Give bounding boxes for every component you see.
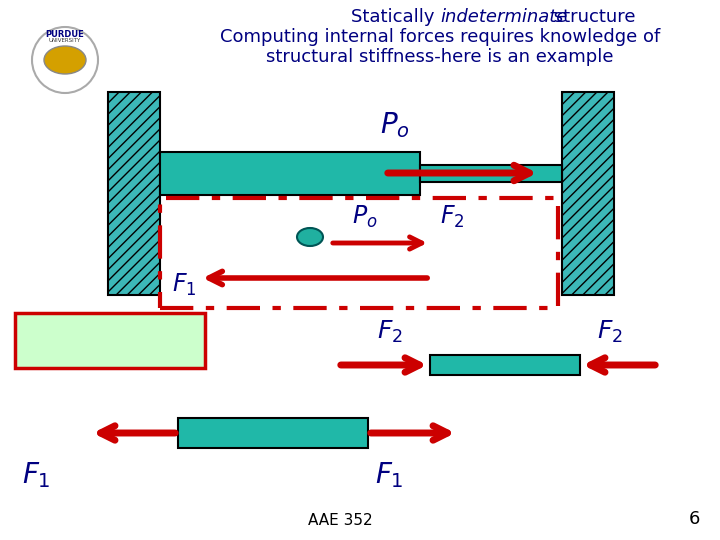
Bar — [160, 152, 420, 195]
Text: $F_1 + F_2 = P_o$: $F_1 + F_2 = P_o$ — [51, 329, 169, 352]
Text: $F_2$: $F_2$ — [377, 319, 403, 345]
Text: UNIVERSITY: UNIVERSITY — [49, 38, 81, 43]
Text: structural stiffness-here is an example: structural stiffness-here is an example — [266, 48, 613, 66]
Text: $F_2$: $F_2$ — [597, 319, 623, 345]
Text: 6: 6 — [688, 510, 700, 528]
Text: structure: structure — [548, 8, 636, 26]
Text: Statically: Statically — [351, 8, 440, 26]
Text: AAE 352: AAE 352 — [307, 513, 372, 528]
Text: $F_1$: $F_1$ — [375, 460, 404, 490]
Ellipse shape — [297, 228, 323, 246]
Bar — [108, 92, 160, 295]
Bar — [562, 92, 614, 295]
Text: PURDUE: PURDUE — [45, 30, 84, 39]
Bar — [420, 165, 562, 182]
Bar — [15, 313, 205, 368]
Text: Computing internal forces requires knowledge of: Computing internal forces requires knowl… — [220, 28, 660, 46]
Bar — [160, 198, 558, 308]
Bar — [178, 418, 368, 448]
Ellipse shape — [44, 46, 86, 74]
Text: $F_1$: $F_1$ — [22, 460, 50, 490]
Text: $F_1$: $F_1$ — [172, 272, 197, 298]
Text: $P_o$: $P_o$ — [352, 204, 377, 230]
Bar — [430, 355, 580, 375]
Text: indeterminate: indeterminate — [440, 8, 567, 26]
Text: $F_2$: $F_2$ — [440, 204, 464, 230]
Text: $P_o$: $P_o$ — [380, 110, 410, 140]
